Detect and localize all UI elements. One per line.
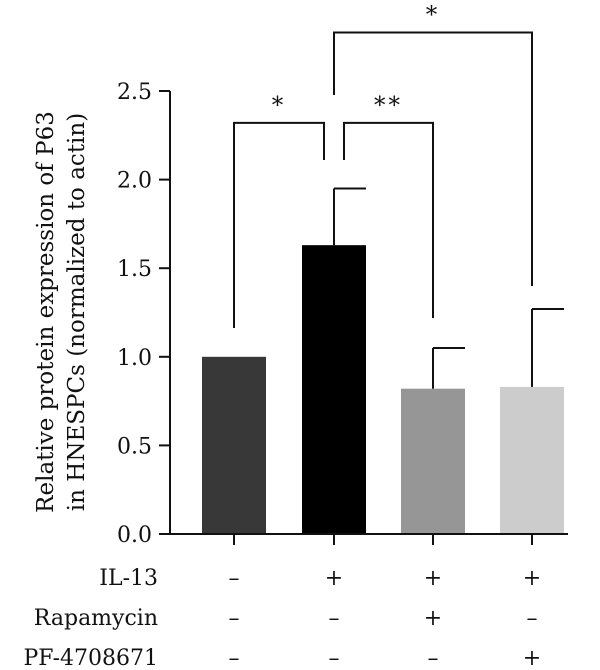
y-axis-title-line-2: in HNESPCs (normalized to actin) <box>64 113 90 511</box>
significance-bracket-2 <box>343 121 434 318</box>
treatment-sign: + <box>523 566 541 591</box>
y-tick-label: 1.5 <box>117 257 152 282</box>
significance-label-2: ** <box>374 93 403 119</box>
treatment-sign: – <box>527 606 538 631</box>
y-tick-label: 0.5 <box>117 434 152 459</box>
y-tick-label: 2.0 <box>117 169 152 194</box>
treatment-sign: – <box>229 646 240 670</box>
significance-label-3: * <box>426 3 441 29</box>
bars-layer <box>202 245 564 534</box>
y-axis-title: Relative protein expression of P63 in HN… <box>33 111 90 513</box>
treatment-label: Rapamycin <box>34 606 158 631</box>
y-tick-label: 2.5 <box>117 80 152 105</box>
y-tick-label: 1.0 <box>117 346 152 371</box>
significance-layer: * *** <box>233 3 533 328</box>
treatment-sign: – <box>329 606 340 631</box>
error-bars-layer <box>333 187 564 389</box>
significance-label-1: * <box>272 93 287 119</box>
y-axis-title-line-1: Relative protein expression of P63 <box>33 111 59 513</box>
treatment-label: PF-4708671 <box>24 646 159 670</box>
bar-2 <box>302 245 366 534</box>
treatment-sign: + <box>523 646 541 670</box>
significance-bracket-1 <box>233 121 325 328</box>
significance-bracket-3 <box>333 31 533 286</box>
axes-layer: 0.0 0.5 1.0 1.5 2.0 2.5 <box>117 80 568 548</box>
bar-3 <box>401 388 465 534</box>
treatment-table: IL-13 – + + + Rapamycin – – + – PF-4708671 – – – + <box>24 566 542 670</box>
treatment-sign: – <box>229 566 240 591</box>
treatment-sign: + <box>424 566 442 591</box>
treatment-label: IL-13 <box>99 566 158 591</box>
y-tick-label: 0.0 <box>117 523 152 548</box>
bar-4 <box>500 386 564 534</box>
treatment-sign: – <box>229 606 240 631</box>
treatment-sign: + <box>424 606 442 631</box>
treatment-sign: – <box>428 646 439 670</box>
treatment-sign: – <box>329 646 340 670</box>
bar-1 <box>202 356 266 534</box>
treatment-sign: + <box>325 566 343 591</box>
